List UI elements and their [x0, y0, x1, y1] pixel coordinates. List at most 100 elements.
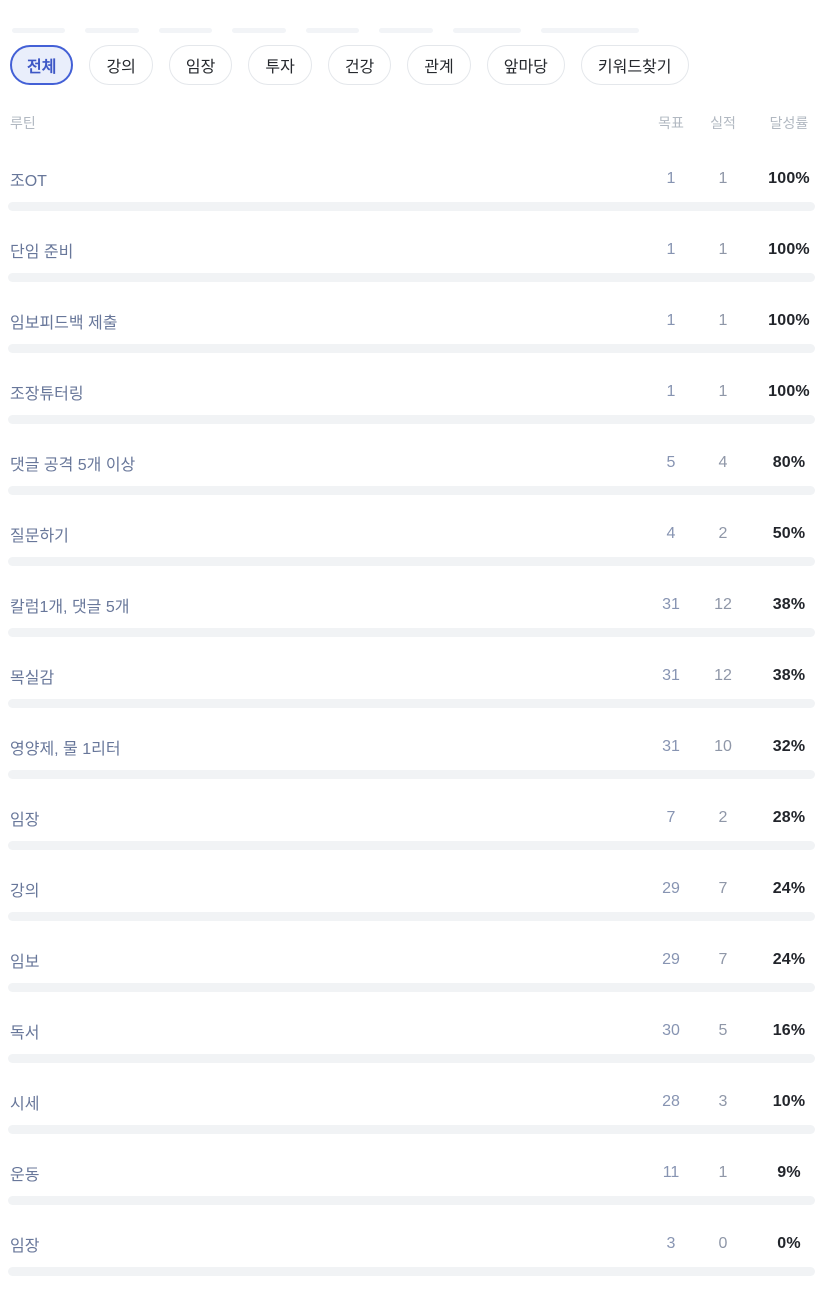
row-separator — [8, 770, 815, 779]
table-row-main: 운동 11 1 9% — [0, 1136, 827, 1185]
table-row: 영양제, 물 1리터 31 10 32% — [0, 710, 827, 781]
filter-chip[interactable]: 강의 — [89, 45, 153, 85]
actual-value: 1 — [718, 312, 728, 329]
ghost-strip: 투자 — [232, 28, 286, 33]
goal-value: 1 — [666, 170, 676, 187]
actual-value: 0 — [718, 1235, 728, 1252]
filter-chip[interactable]: 관계 — [407, 45, 471, 85]
table-row: 조장튜터링 1 1 100% — [0, 355, 827, 426]
filter-chip-label: 건강 — [344, 59, 375, 76]
filter-chip[interactable]: 투자 — [248, 45, 312, 85]
table-row-main: 강의 29 7 24% — [0, 852, 827, 901]
table-row-main: 칼럼1개, 댓글 5개 31 12 38% — [0, 568, 827, 617]
filter-chip[interactable]: 전체 — [10, 45, 74, 85]
goal-value: 4 — [666, 525, 676, 542]
filter-chip-label: 관계 — [424, 59, 454, 76]
routine-name: 임장 — [10, 812, 40, 829]
table-row-main: 임보피드백 제출 1 1 100% — [0, 284, 827, 333]
actual-value: 1 — [718, 1164, 728, 1181]
table-row: 운동 11 1 9% — [0, 1136, 827, 1207]
row-separator — [8, 344, 815, 353]
actual-value: 7 — [718, 880, 728, 897]
actual-value: 5 — [718, 1022, 728, 1039]
row-separator — [8, 699, 815, 708]
goal-value: 28 — [662, 1093, 680, 1110]
routine-name: 운동 — [10, 1167, 40, 1184]
routine-name: 강의 — [10, 883, 40, 900]
row-separator — [8, 1125, 815, 1134]
ghost-strip: 키워드찾기 — [540, 28, 639, 33]
goal-value: 31 — [662, 738, 680, 755]
rate-value: 100% — [768, 241, 810, 258]
table-row: 독서 30 5 16% — [0, 994, 827, 1065]
actual-value: 2 — [718, 809, 728, 826]
table-row-main: 독서 30 5 16% — [0, 994, 827, 1043]
table-row-main: 시세 28 3 10% — [0, 1065, 827, 1114]
routine-name: 독서 — [10, 1025, 40, 1042]
goal-value: 30 — [662, 1022, 680, 1039]
table-row-main: 댓글 공격 5개 이상 5 4 80% — [0, 426, 827, 475]
actual-value: 10 — [714, 738, 732, 755]
rate-value: 32% — [772, 738, 806, 755]
goal-value: 31 — [662, 667, 680, 684]
table-row: 조OT 1 1 100% — [0, 142, 827, 213]
column-header-goal: 목표 — [658, 115, 684, 131]
rate-value: 24% — [772, 880, 806, 897]
goal-value: 1 — [666, 241, 676, 258]
ghost-chips: 전체 강의 임장 투자 건강 관계 앞마당 키워드찾기 — [12, 28, 639, 33]
row-separator — [8, 628, 815, 637]
table-row: 임보피드백 제출 1 1 100% — [0, 284, 827, 355]
row-separator — [8, 557, 815, 566]
table-row: 목실감 31 12 38% — [0, 639, 827, 710]
rate-value: 24% — [772, 951, 806, 968]
ghost-strip: 임장 — [158, 28, 213, 33]
actual-value: 3 — [718, 1093, 728, 1110]
table-row-main: 단임 준비 1 1 100% — [0, 213, 827, 262]
rate-value: 38% — [772, 596, 806, 613]
row-separator — [8, 983, 815, 992]
filter-chip[interactable]: 앞마당 — [486, 45, 565, 85]
table-row-main: 목실감 31 12 38% — [0, 639, 827, 688]
filter-chips: 전체 강의 임장 투자 건강 관계 앞마당 키워드찾기 — [10, 45, 689, 85]
row-separator — [8, 273, 815, 282]
filter-chip-label: 투자 — [265, 59, 295, 76]
filter-chip[interactable]: 키워드찾기 — [580, 45, 689, 85]
filter-chip-label: 강의 — [106, 59, 136, 76]
table-row: 시세 28 3 10% — [0, 1065, 827, 1136]
goal-value: 31 — [662, 596, 680, 613]
routine-name: 시세 — [10, 1096, 40, 1113]
rate-value: 80% — [772, 454, 806, 471]
table-row-main: 조장튜터링 1 1 100% — [0, 355, 827, 404]
filter-chip[interactable]: 임장 — [168, 45, 233, 85]
ghost-strip: 관계 — [379, 28, 433, 33]
actual-value: 1 — [718, 170, 728, 187]
actual-value: 1 — [718, 241, 728, 258]
row-separator — [8, 1054, 815, 1063]
actual-value: 2 — [718, 525, 728, 542]
routine-name: 목실감 — [10, 670, 55, 687]
filter-chip-label: 전체 — [27, 59, 57, 76]
filter-chip-label: 키워드찾기 — [597, 59, 672, 76]
actual-value: 7 — [718, 951, 728, 968]
routine-name: 임보피드백 제출 — [10, 315, 118, 332]
row-separator — [8, 912, 815, 921]
filter-chip-label: 앞마당 — [503, 59, 548, 76]
ghost-strip: 전체 — [12, 28, 66, 33]
filter-chip[interactable]: 건강 — [327, 45, 392, 85]
table-row: 강의 29 7 24% — [0, 852, 827, 923]
actual-value: 1 — [718, 383, 728, 400]
goal-value: 3 — [666, 1235, 676, 1252]
goal-value: 1 — [666, 312, 676, 329]
ghost-strip: 건강 — [305, 28, 360, 33]
table-row: 댓글 공격 5개 이상 5 4 80% — [0, 426, 827, 497]
table-row: 칼럼1개, 댓글 5개 31 12 38% — [0, 568, 827, 639]
table-row: 임장 7 2 28% — [0, 781, 827, 852]
rate-value: 38% — [772, 667, 806, 684]
row-separator — [8, 1267, 815, 1276]
table-row: 단임 준비 1 1 100% — [0, 213, 827, 284]
ghost-strip: 앞마당 — [452, 28, 521, 33]
routine-name: 조장튜터링 — [10, 386, 84, 403]
rate-value: 28% — [772, 809, 806, 826]
row-separator — [8, 415, 815, 424]
rate-value: 16% — [772, 1022, 806, 1039]
